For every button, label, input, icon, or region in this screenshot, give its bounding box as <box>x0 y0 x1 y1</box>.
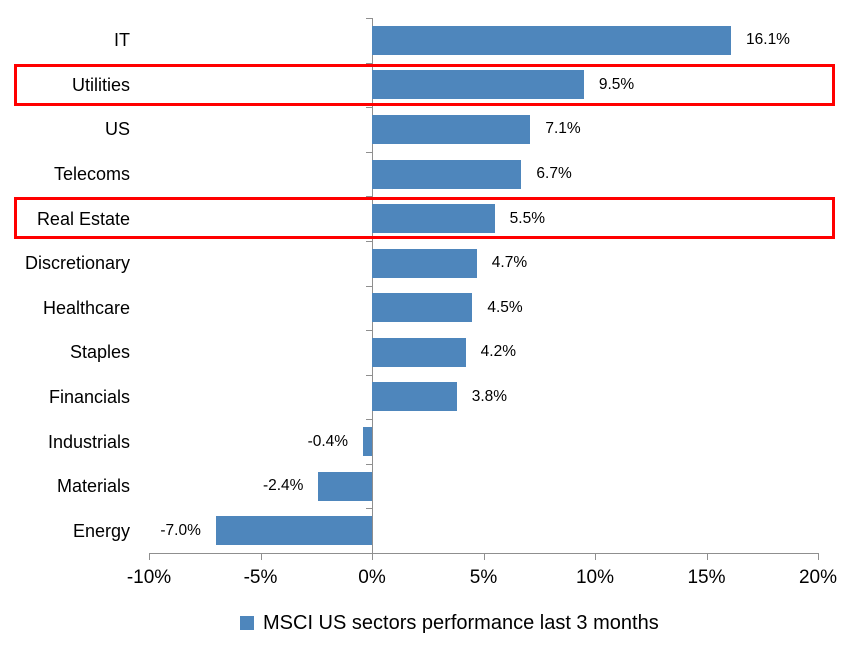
category-label: Financials <box>48 386 130 407</box>
x-axis-tick-label: 15% <box>687 567 726 588</box>
bar <box>372 25 732 55</box>
category-axis-tick <box>366 240 372 242</box>
category-axis-tick <box>366 196 372 198</box>
legend-label: MSCI US sectors performance last 3 month… <box>263 612 659 634</box>
category-axis-line <box>372 18 373 560</box>
x-axis-tick-label: 20% <box>798 567 838 588</box>
x-axis-tick <box>483 553 485 560</box>
category-axis-tick <box>366 18 372 19</box>
value-label: 9.5% <box>598 75 635 93</box>
category-label: Healthcare <box>42 297 130 318</box>
category-label: Real Estate <box>36 208 130 229</box>
category-label: Industrials <box>47 431 130 452</box>
bar <box>372 293 473 323</box>
x-axis-tick-label: -10% <box>126 567 172 588</box>
bar <box>372 114 531 144</box>
value-label: -0.4% <box>307 432 349 450</box>
legend-marker-square <box>240 616 254 630</box>
x-axis-tick <box>706 553 708 560</box>
category-axis-tick <box>366 330 372 332</box>
category-axis-tick <box>366 463 372 465</box>
bar <box>363 427 372 457</box>
x-axis-tick <box>149 553 150 560</box>
value-label: 16.1% <box>746 31 790 49</box>
bar <box>372 204 495 234</box>
value-label: 4.5% <box>487 298 523 316</box>
bar <box>372 248 477 278</box>
bar <box>215 516 372 546</box>
value-label: 7.1% <box>545 120 581 138</box>
category-axis-tick <box>366 62 372 64</box>
category-axis-tick <box>366 508 372 510</box>
x-axis-tick-label: -5% <box>243 567 278 588</box>
legend: MSCI US sectors performance last 3 month… <box>240 611 659 635</box>
highlight-box-utilities <box>14 63 835 106</box>
category-label: US <box>104 119 130 140</box>
value-label: 4.7% <box>491 254 528 272</box>
value-label: 6.7% <box>536 165 572 183</box>
category-axis-tick <box>366 374 372 376</box>
value-label: 3.8% <box>471 387 508 405</box>
value-label: 5.5% <box>509 209 545 227</box>
bar <box>318 471 372 501</box>
x-axis-tick <box>818 553 819 560</box>
x-axis-tick-label: 0% <box>358 567 386 588</box>
x-axis-tick <box>595 553 596 560</box>
x-axis-tick <box>372 553 373 560</box>
value-label: 4.2% <box>480 343 516 361</box>
category-label: Telecoms <box>53 164 130 185</box>
category-label: IT <box>114 30 130 51</box>
category-label: Materials <box>56 476 130 497</box>
x-axis-tick <box>260 553 262 560</box>
category-axis-tick <box>366 151 372 153</box>
value-label: -7.0% <box>160 521 201 539</box>
category-axis-tick <box>366 107 372 109</box>
highlight-box-real-estate <box>14 197 835 240</box>
category-label: Discretionary <box>24 253 130 274</box>
category-label: Staples <box>69 342 130 363</box>
x-axis-tick-label: 5% <box>469 567 498 588</box>
bar <box>372 70 584 100</box>
bar <box>372 159 522 189</box>
x-axis-tick-label: 10% <box>575 567 615 588</box>
value-label: -2.4% <box>262 477 304 495</box>
bar <box>372 382 457 412</box>
category-label: Utilities <box>71 74 130 95</box>
category-axis-tick <box>366 419 372 421</box>
bar <box>372 337 466 367</box>
category-label: Energy <box>72 520 130 541</box>
category-axis-tick <box>366 285 372 287</box>
